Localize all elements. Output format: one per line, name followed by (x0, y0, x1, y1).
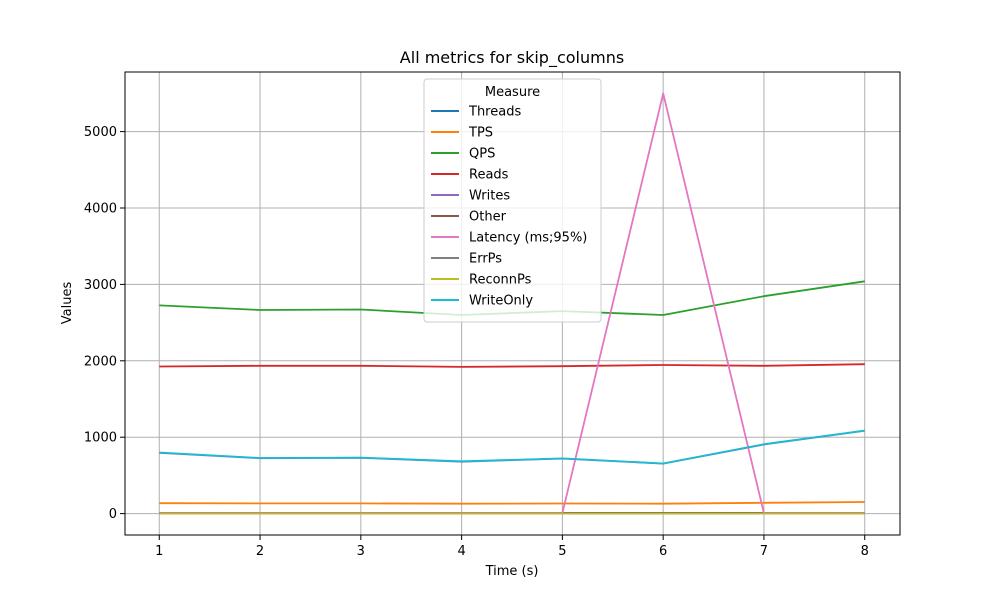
legend-label-writeonly: WriteOnly (469, 294, 533, 309)
x-axis-label: Time (s) (485, 564, 539, 579)
y-tick-label: 1000 (84, 431, 117, 446)
x-tick-label: 6 (659, 544, 667, 559)
y-tick-label: 3000 (84, 278, 117, 293)
x-tick-label: 3 (357, 544, 365, 559)
legend: Measure Threads TPS QPS Reads Writes Other Late… (423, 78, 602, 323)
x-tick-label: 2 (256, 544, 264, 559)
series-line-reads (159, 363, 865, 368)
x-tick-label: 7 (760, 544, 768, 559)
legend-label-reads: Reads (469, 168, 509, 183)
y-axis-ticks: 0 1000 2000 3000 4000 5000 (84, 125, 125, 522)
y-axis-label: Values (60, 282, 75, 325)
legend-label-qps: QPS (469, 147, 495, 162)
x-axis-ticks: 1 2 3 4 5 6 7 8 (155, 535, 869, 559)
y-tick-label: 5000 (84, 125, 117, 140)
legend-label-latency-ms-95: Latency (ms;95%) (469, 231, 587, 246)
y-tick-label: 0 (109, 507, 117, 522)
legend-label-writes: Writes (469, 189, 510, 204)
legend-label-errps: ErrPs (469, 252, 502, 267)
legend-label-other: Other (469, 210, 507, 225)
x-tick-label: 8 (861, 544, 869, 559)
x-tick-label: 1 (155, 544, 163, 559)
legend-box (423, 78, 602, 323)
x-tick-label: 5 (558, 544, 566, 559)
y-tick-label: 2000 (84, 354, 117, 369)
series-line-tps (159, 501, 865, 505)
legend-label-reconnps: ReconnPs (469, 273, 532, 288)
plot-frame (124, 71, 901, 536)
legend-label-threads: Threads (468, 105, 521, 120)
legend-title: Measure (485, 85, 540, 100)
series-lines (159, 92, 865, 515)
legend-label-tps: TPS (468, 126, 493, 141)
chart-title: All metrics for skip_columns (400, 48, 624, 68)
series-line-writeonly (159, 429, 865, 465)
x-tick-label: 4 (457, 544, 465, 559)
y-tick-label: 4000 (84, 201, 117, 216)
